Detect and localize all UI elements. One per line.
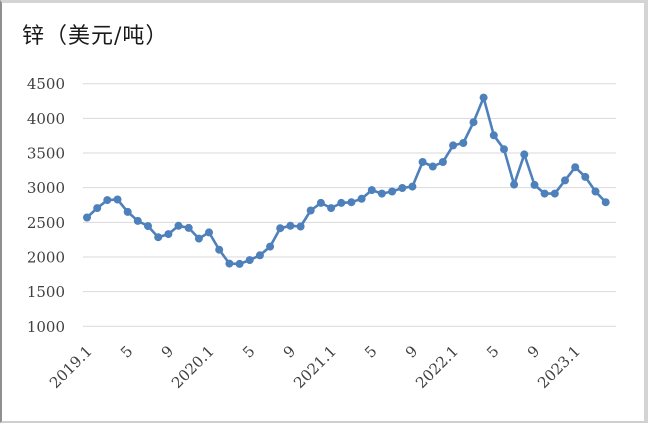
- data-point-marker: [133, 216, 142, 225]
- data-point-marker: [144, 222, 152, 231]
- data-point-marker: [276, 224, 285, 233]
- x-axis-tick-label: 2022.1: [412, 342, 462, 392]
- data-point-marker: [266, 242, 275, 251]
- data-point-marker: [530, 180, 539, 189]
- data-point-marker: [500, 145, 508, 154]
- x-axis-tick-label: 5: [361, 342, 380, 361]
- data-point-marker: [194, 234, 203, 243]
- data-point-marker: [438, 158, 447, 166]
- y-axis-tick-label: 1500: [27, 283, 65, 301]
- data-point-marker: [357, 194, 366, 203]
- x-axis-tick-label: 2023.1: [534, 342, 584, 392]
- x-axis-tick-label: 9: [280, 342, 299, 361]
- data-point-marker: [408, 182, 417, 191]
- data-point-marker: [286, 221, 295, 230]
- x-axis-tick-label: 9: [402, 342, 421, 361]
- data-point-marker: [591, 187, 600, 196]
- data-point-marker: [377, 189, 386, 198]
- x-axis-tick-label: 9: [158, 342, 177, 361]
- data-point-marker: [184, 223, 193, 232]
- data-point-marker: [510, 180, 519, 189]
- data-point-marker: [428, 162, 437, 171]
- x-axis-tick-label: 2021.1: [290, 342, 340, 392]
- data-point-marker: [164, 230, 173, 239]
- data-point-marker: [316, 198, 325, 207]
- data-point-marker: [489, 131, 498, 140]
- y-axis-labels: 4500 4000 3500 3000 2500 2000 1500 1000: [27, 75, 65, 336]
- data-point-marker: [296, 222, 305, 231]
- x-axis-tick-label: 5: [117, 342, 136, 361]
- y-axis-tick-label: 3000: [27, 179, 65, 197]
- chart-title: 锌（美元/吨）: [22, 24, 169, 49]
- data-point-marker: [306, 206, 315, 215]
- data-point-marker: [388, 187, 397, 196]
- data-point-marker: [205, 228, 213, 237]
- gridlines: [83, 83, 616, 327]
- data-point-marker: [215, 245, 224, 254]
- data-point-marker: [83, 213, 91, 222]
- data-point-marker: [449, 141, 458, 150]
- y-axis-tick-label: 1000: [27, 318, 65, 336]
- y-axis-tick-label: 3500: [27, 145, 65, 163]
- data-point-marker: [571, 163, 580, 172]
- data-point-marker: [550, 189, 559, 198]
- y-axis-tick-label: 4500: [27, 75, 65, 93]
- data-point-marker: [245, 256, 254, 265]
- y-axis-tick-label: 2000: [27, 248, 65, 266]
- data-point-marker: [561, 176, 569, 185]
- data-point-marker: [235, 259, 244, 268]
- data-point-marker: [418, 158, 427, 166]
- data-point-marker: [93, 204, 102, 213]
- data-points: [83, 93, 610, 268]
- x-axis-tick-label: 5: [239, 342, 258, 361]
- y-axis-tick-label: 2500: [27, 214, 65, 232]
- data-point-marker: [327, 204, 336, 213]
- data-point-marker: [469, 118, 478, 127]
- data-point-marker: [347, 198, 356, 207]
- data-point-marker: [459, 139, 468, 147]
- x-axis-tick-label: 5: [483, 342, 502, 361]
- price-line-chart: 4500 4000 3500 3000 2500 2000 1500 1000 2019.1 5 9…: [27, 75, 616, 392]
- x-axis-tick-label: 9: [524, 342, 543, 361]
- data-point-marker: [255, 251, 264, 260]
- data-point-marker: [123, 207, 132, 216]
- price-line: [85, 96, 608, 266]
- x-axis-tick-label: 2020.1: [168, 342, 218, 392]
- y-axis-tick-label: 4000: [27, 110, 65, 128]
- data-point-marker: [520, 150, 529, 159]
- data-point-marker: [337, 198, 346, 207]
- x-axis-tick-label: 2019.1: [46, 342, 96, 392]
- data-point-marker: [540, 189, 549, 198]
- data-point-marker: [174, 221, 183, 230]
- data-point-marker: [154, 233, 163, 242]
- data-point-marker: [113, 195, 122, 204]
- data-point-marker: [479, 93, 488, 102]
- data-point-marker: [225, 259, 234, 268]
- data-point-marker: [601, 198, 610, 207]
- data-point-marker: [581, 172, 590, 181]
- data-point-marker: [367, 186, 376, 195]
- data-point-marker: [103, 196, 112, 205]
- data-point-marker: [398, 184, 407, 192]
